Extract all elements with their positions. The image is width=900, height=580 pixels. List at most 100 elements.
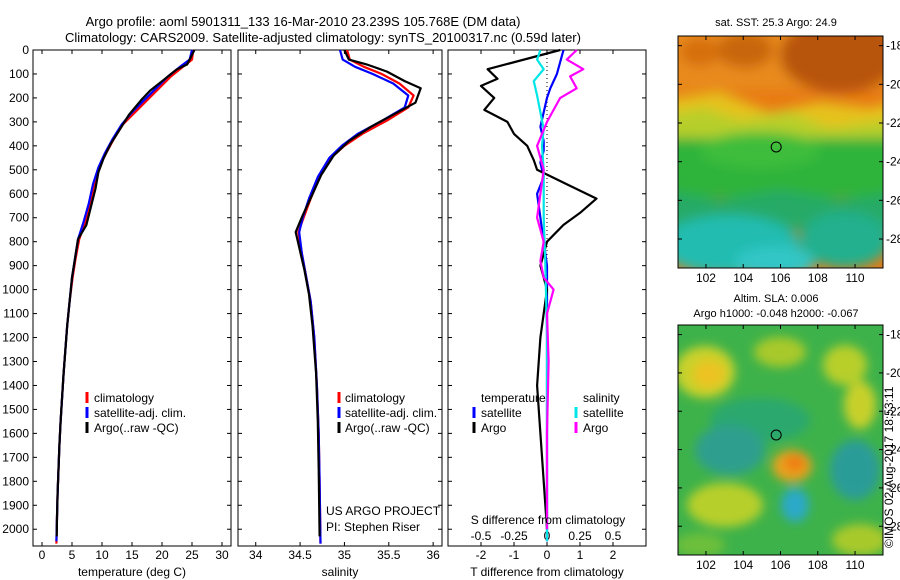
x-tick-label: 104 <box>733 558 753 572</box>
legend-header-temperature: temperature <box>481 391 546 405</box>
figure-title-line1: Argo profile: aoml 5901311_133 16-Mar-20… <box>86 14 521 29</box>
sst-map-field <box>678 36 883 268</box>
salinity-legend: climatology satellite-adj. clim. Argo(..… <box>337 391 437 435</box>
legend-label-temp-satellite: satellite <box>481 406 522 420</box>
legend-label-sal-argo: Argo <box>583 421 609 435</box>
sla-map-panel: Altim. SLA: 0.006 Argo h1000: -0.048 h20… <box>677 293 900 572</box>
y-tick-label: 1900 <box>2 498 29 512</box>
x-tick-label: 0 <box>39 548 46 562</box>
y-tick-label: -20 <box>886 77 900 91</box>
temperature-legend: climatology satellite-adj. clim. Argo(..… <box>85 391 186 435</box>
x-tick-label: 1 <box>577 548 584 562</box>
difference-xlabel: T difference from climatology <box>470 565 624 579</box>
difference-panel: -2 -1 0 1 2-0.5 -0.25 0 0.25 0.5 T difference fr… <box>447 48 647 579</box>
temperature-plot-frame <box>32 49 232 547</box>
y-tick-label: 1300 <box>2 354 29 368</box>
series-line <box>55 49 196 537</box>
salinity-panel: 34 34.5 35 35.5 36 salinity climatology sate… <box>237 49 443 579</box>
x-tick-label: 34.5 <box>288 548 312 562</box>
x-tick-label: 36 <box>426 548 440 562</box>
difference-legend: temperature salinity satellite Argo sate… <box>472 391 624 435</box>
x-tick-label: 106 <box>770 271 790 285</box>
y-tick-label: 1100 <box>3 307 29 321</box>
series-line <box>479 48 598 530</box>
x-tick-label: -1 <box>509 548 520 562</box>
x-tick-label: 2 <box>610 548 617 562</box>
x-tick-label: 30 <box>215 548 229 562</box>
salinity-xlabel: salinity <box>322 565 359 579</box>
y-tick-label: 1000 <box>2 283 29 297</box>
y-tick-label: 1700 <box>2 450 29 464</box>
y-tick-label: -20 <box>886 366 900 380</box>
x-tick-label: 35.5 <box>377 548 401 562</box>
y-tick-label: 900 <box>9 259 29 273</box>
y-tick-label: 1400 <box>2 378 29 392</box>
legend-label-argo: Argo(..raw -QC) <box>94 421 179 435</box>
legend-label-argo: Argo(..raw -QC) <box>345 421 430 435</box>
y-tick-label: -26 <box>886 193 900 207</box>
x-tick-label: 20 <box>155 548 169 562</box>
imos-credit: ©IMOS 02-Aug-2017 18:53:11 <box>882 386 896 548</box>
argo-position-marker <box>770 141 782 153</box>
argo-position-marker <box>770 429 782 441</box>
y-tick-label: 800 <box>9 235 29 249</box>
difference-secondary-xlabel: S difference from climatology <box>471 513 626 527</box>
legend-label-satellite: satellite-adj. clim. <box>94 406 186 420</box>
y-tick-label: 0 <box>22 43 29 57</box>
secondary-x-tick-label: -0.5 <box>471 529 492 543</box>
x-tick-label: 15 <box>125 548 139 562</box>
y-tick-label: 2000 <box>2 522 29 536</box>
project-annotation: US ARGO PROJECT <box>326 504 441 518</box>
temperature-xlabel: temperature (deg C) <box>78 565 186 579</box>
x-tick-label: 110 <box>845 558 864 572</box>
pi-annotation: PI: Stephen Riser <box>326 520 420 534</box>
sla-map-field <box>678 325 883 555</box>
legend-label-climatology: climatology <box>94 391 154 405</box>
y-tick-label: 300 <box>9 115 29 129</box>
y-tick-label: -22 <box>886 404 900 418</box>
y-tick-label: 200 <box>9 91 29 105</box>
y-tick-label: 1800 <box>2 474 29 488</box>
x-tick-label: 108 <box>808 558 828 572</box>
x-tick-label: 35 <box>338 548 352 562</box>
legend-label-sal-satellite: satellite <box>583 406 624 420</box>
y-tick-label: 1600 <box>2 426 29 440</box>
sla-map-title: Altim. SLA: 0.006 <box>734 293 819 305</box>
y-tick-label: 500 <box>9 163 29 177</box>
legend-label-satellite: satellite-adj. clim. <box>345 406 437 420</box>
sst-map-panel: sat. SST: 25.3 Argo: 24.9 <box>677 17 900 285</box>
x-tick-label: 5 <box>69 548 76 562</box>
y-tick-label: 100 <box>9 67 29 81</box>
x-tick-label: 106 <box>770 558 790 572</box>
y-tick-label: -18 <box>886 328 900 342</box>
x-tick-label: 25 <box>185 548 199 562</box>
sst-map-title: sat. SST: 25.3 Argo: 24.9 <box>715 17 837 29</box>
y-tick-label: 1500 <box>2 402 29 416</box>
temperature-panel: 0100200300400500600700800900100011001200… <box>2 43 232 579</box>
y-tick-label: 700 <box>9 211 29 225</box>
x-tick-label: 102 <box>696 271 716 285</box>
x-tick-label: 0 <box>544 548 551 562</box>
secondary-x-tick-label: -0.25 <box>500 529 528 543</box>
legend-label-temp-argo: Argo <box>481 421 507 435</box>
salinity-plot-frame <box>237 49 443 547</box>
x-tick-label: 110 <box>845 271 864 285</box>
series-line <box>294 49 422 537</box>
legend-header-salinity: salinity <box>583 391 620 405</box>
y-tick-label: 600 <box>9 187 29 201</box>
y-tick-label: -26 <box>886 481 900 495</box>
y-tick-label: 400 <box>9 139 29 153</box>
y-tick-label: -28 <box>886 519 900 533</box>
secondary-x-tick-label: 0.25 <box>568 529 592 543</box>
y-tick-label: -28 <box>886 232 900 246</box>
y-tick-label: -22 <box>886 116 900 130</box>
sla-map-subtitle: Argo h1000: -0.048 h2000: -0.067 <box>693 308 858 320</box>
x-tick-label: 104 <box>733 271 753 285</box>
y-tick-label: 1200 <box>2 331 29 345</box>
series-line <box>535 49 585 530</box>
x-tick-label: 10 <box>95 548 109 562</box>
y-tick-label: -18 <box>886 39 900 53</box>
y-tick-label: -24 <box>886 443 900 457</box>
legend-label-climatology: climatology <box>345 391 405 405</box>
